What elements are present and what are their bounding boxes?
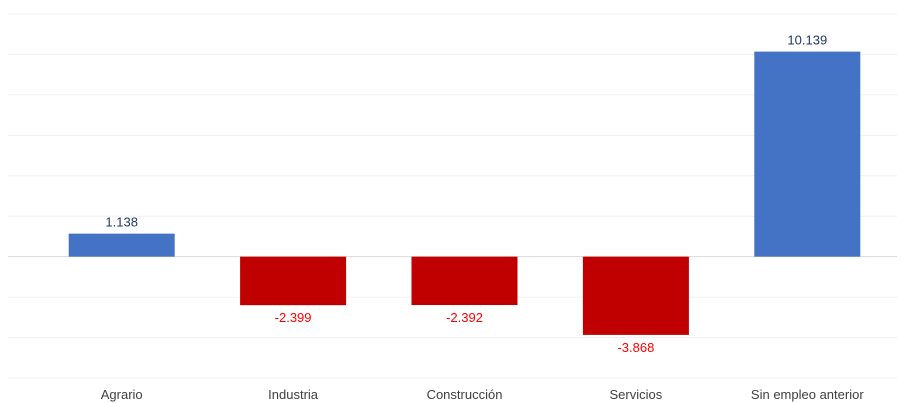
category-label: Sin empleo anterior (751, 387, 864, 402)
bar (68, 233, 175, 257)
category-label: Agrario (101, 387, 143, 402)
data-label: -2.399 (275, 310, 312, 325)
bar (240, 256, 347, 306)
bars (68, 51, 861, 335)
bar (754, 51, 861, 257)
data-label: 10.139 (787, 33, 827, 48)
category-label: Construcción (427, 387, 503, 402)
category-labels: Agrario Industria Construcción Servicios Sin… (101, 387, 865, 402)
data-label: 1.138 (105, 215, 138, 230)
category-label: Industria (268, 387, 319, 402)
data-label: -2.392 (446, 310, 483, 325)
value-labels: 1.138 -2.399 -2.392 -3.868 10.139 (105, 33, 827, 355)
bar (411, 256, 518, 306)
bar (582, 256, 689, 335)
category-label: Servicios (610, 387, 663, 402)
data-label: -3.868 (617, 340, 654, 355)
